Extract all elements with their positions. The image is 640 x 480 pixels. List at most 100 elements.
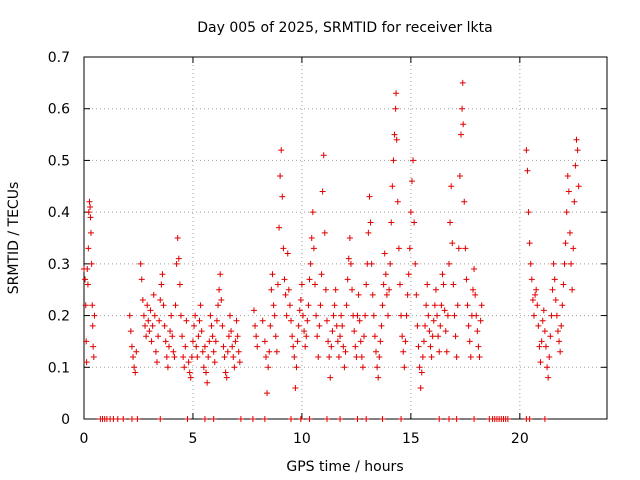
data-point xyxy=(253,333,260,340)
data-point xyxy=(274,281,281,288)
data-point xyxy=(216,286,223,293)
data-point xyxy=(150,291,157,298)
data-point xyxy=(282,291,289,298)
data-point xyxy=(403,312,410,319)
data-point xyxy=(420,338,427,345)
data-point xyxy=(145,317,152,324)
data-point xyxy=(570,245,577,252)
data-point xyxy=(446,260,453,267)
data-point xyxy=(393,90,400,97)
data-point xyxy=(425,312,432,319)
data-point xyxy=(140,312,147,319)
data-point xyxy=(160,302,167,309)
data-point xyxy=(280,245,287,252)
data-point xyxy=(530,312,537,319)
data-point xyxy=(266,348,273,355)
data-point xyxy=(331,302,338,309)
data-point xyxy=(418,369,425,376)
data-point xyxy=(273,348,280,355)
data-point xyxy=(86,198,93,205)
data-point xyxy=(469,286,476,293)
data-point xyxy=(157,416,164,422)
data-point xyxy=(358,353,365,360)
data-point xyxy=(327,374,334,381)
data-point xyxy=(184,416,191,422)
data-point xyxy=(441,307,448,314)
data-point xyxy=(198,328,205,335)
data-point xyxy=(228,328,235,335)
data-point xyxy=(456,172,463,179)
data-point xyxy=(459,79,466,86)
data-point xyxy=(354,312,361,319)
data-point xyxy=(340,343,347,350)
data-point xyxy=(560,281,567,288)
data-point xyxy=(175,255,182,262)
data-point xyxy=(558,322,565,329)
data-point xyxy=(451,312,458,319)
data-point xyxy=(534,302,541,309)
data-point xyxy=(392,105,399,112)
data-point xyxy=(128,416,135,422)
data-point xyxy=(172,302,179,309)
data-point xyxy=(259,317,266,324)
data-point xyxy=(548,312,555,319)
data-point xyxy=(234,333,241,340)
data-point xyxy=(126,312,133,319)
data-point xyxy=(210,348,217,355)
data-point xyxy=(264,390,271,397)
data-point xyxy=(316,322,323,329)
data-point xyxy=(120,416,127,422)
data-point xyxy=(390,157,397,164)
data-point xyxy=(443,348,450,355)
data-point xyxy=(334,338,341,345)
data-point xyxy=(398,416,405,422)
x-tick-label: 20 xyxy=(511,431,529,447)
data-point xyxy=(544,364,551,371)
data-point xyxy=(547,333,554,340)
x-tick-label: 10 xyxy=(293,431,311,447)
data-point xyxy=(365,229,372,236)
data-point xyxy=(179,333,186,340)
data-point xyxy=(219,322,226,329)
data-point xyxy=(161,322,168,329)
data-point xyxy=(527,260,534,267)
grid-lines xyxy=(84,57,607,419)
data-point xyxy=(423,302,430,309)
data-point xyxy=(401,364,408,371)
data-point xyxy=(302,343,309,350)
data-point xyxy=(573,136,580,143)
data-point xyxy=(377,338,384,345)
data-point xyxy=(83,338,90,345)
data-point xyxy=(413,291,420,298)
data-point xyxy=(188,353,195,360)
data-point xyxy=(404,291,411,298)
data-point xyxy=(250,307,257,314)
data-point xyxy=(232,338,239,345)
data-point xyxy=(268,286,275,293)
data-point xyxy=(400,348,407,355)
data-point xyxy=(201,416,208,422)
y-axis-title: SRMTID / TECUs xyxy=(6,182,22,295)
data-point xyxy=(89,322,96,329)
data-point xyxy=(88,260,95,267)
data-point xyxy=(427,343,434,350)
data-point xyxy=(546,353,553,360)
data-point xyxy=(343,302,350,309)
data-point xyxy=(221,353,228,360)
data-point xyxy=(329,328,336,335)
data-point xyxy=(460,121,467,128)
data-point xyxy=(381,250,388,257)
data-point xyxy=(406,245,413,252)
data-point xyxy=(304,317,311,324)
data-point xyxy=(196,317,203,324)
data-point xyxy=(285,286,292,293)
data-point xyxy=(272,333,279,340)
data-point xyxy=(378,322,385,329)
data-point xyxy=(569,286,576,293)
data-point xyxy=(394,198,401,205)
data-point xyxy=(218,297,225,304)
data-point xyxy=(332,286,339,293)
data-point xyxy=(278,147,285,154)
data-point xyxy=(220,343,227,350)
data-point xyxy=(422,322,429,329)
